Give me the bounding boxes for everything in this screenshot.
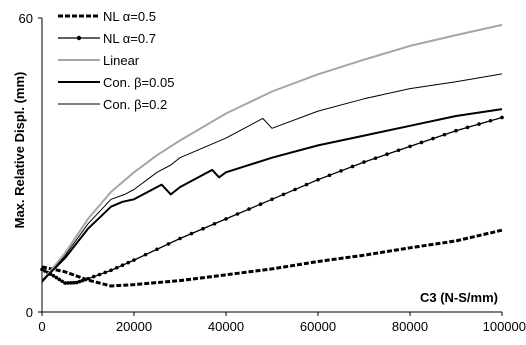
x-tick-label: 60000: [300, 319, 336, 334]
legend-item: Con. β=0.2: [58, 97, 167, 112]
x-tick-label: 40000: [208, 319, 244, 334]
data-point: [224, 217, 228, 221]
data-point: [86, 277, 90, 281]
data-point: [115, 266, 119, 270]
data-point: [167, 242, 171, 246]
legend-item: NL α=0.5: [58, 9, 156, 24]
data-point: [328, 173, 332, 177]
data-point: [443, 133, 447, 137]
series-line: [42, 109, 502, 281]
data-point: [293, 188, 297, 192]
data-point: [178, 237, 182, 241]
data-point: [259, 202, 263, 206]
series-3: [42, 109, 502, 281]
legend-marker: [77, 36, 81, 40]
data-point: [397, 149, 401, 153]
data-point: [454, 129, 458, 133]
data-point: [500, 116, 504, 120]
legend-item: Con. β=0.05: [58, 75, 174, 90]
data-point: [201, 227, 205, 231]
data-point: [362, 160, 366, 164]
y-tick-label: 0: [26, 305, 33, 320]
x-tick-label: 20000: [116, 319, 152, 334]
series-0: [42, 230, 502, 286]
data-point: [213, 222, 217, 226]
legend-label: Con. β=0.2: [103, 97, 167, 112]
data-point: [103, 271, 107, 275]
legend-item: NL α=0.7: [58, 31, 156, 46]
series-line: [42, 230, 502, 286]
legend: NL α=0.5 NL α=0.7 Linear Con. β=0.05 Con. β=…: [58, 9, 174, 112]
data-point: [431, 137, 435, 141]
data-point: [420, 141, 424, 145]
data-point: [305, 183, 309, 187]
y-tick-label: 60: [19, 11, 33, 26]
data-point: [489, 119, 493, 123]
legend-label: Con. β=0.05: [103, 75, 174, 90]
data-point: [121, 263, 125, 267]
x-tick-label: 100000: [483, 319, 526, 334]
data-point: [236, 212, 240, 216]
x-tick-label: 80000: [392, 319, 428, 334]
legend-label: Linear: [103, 53, 140, 68]
data-point: [339, 169, 343, 173]
data-point: [466, 126, 470, 130]
y-axis-title: Max. Relative Displ. (mm): [12, 72, 27, 229]
legend-item: Linear: [58, 53, 140, 68]
data-point: [190, 232, 194, 236]
legend-label: NL α=0.7: [103, 31, 156, 46]
data-point: [126, 261, 130, 265]
data-point: [385, 152, 389, 156]
data-point: [247, 207, 251, 211]
data-point: [132, 258, 136, 262]
data-point: [155, 247, 159, 251]
x-tick-label: 0: [38, 319, 45, 334]
data-point: [374, 156, 378, 160]
data-point: [408, 145, 412, 149]
data-point: [270, 198, 274, 202]
data-point: [144, 253, 148, 257]
legend-label: NL α=0.5: [103, 9, 156, 24]
data-point: [351, 165, 355, 169]
data-point: [109, 269, 113, 273]
data-point: [316, 178, 320, 182]
data-point: [477, 122, 481, 126]
data-point: [98, 273, 102, 277]
data-point: [282, 193, 286, 197]
x-axis-title: C3 (N-S/mm): [420, 290, 498, 305]
data-point: [92, 275, 96, 279]
x-axis-ticks: 0 20000 40000 60000 80000 100000: [38, 312, 526, 334]
